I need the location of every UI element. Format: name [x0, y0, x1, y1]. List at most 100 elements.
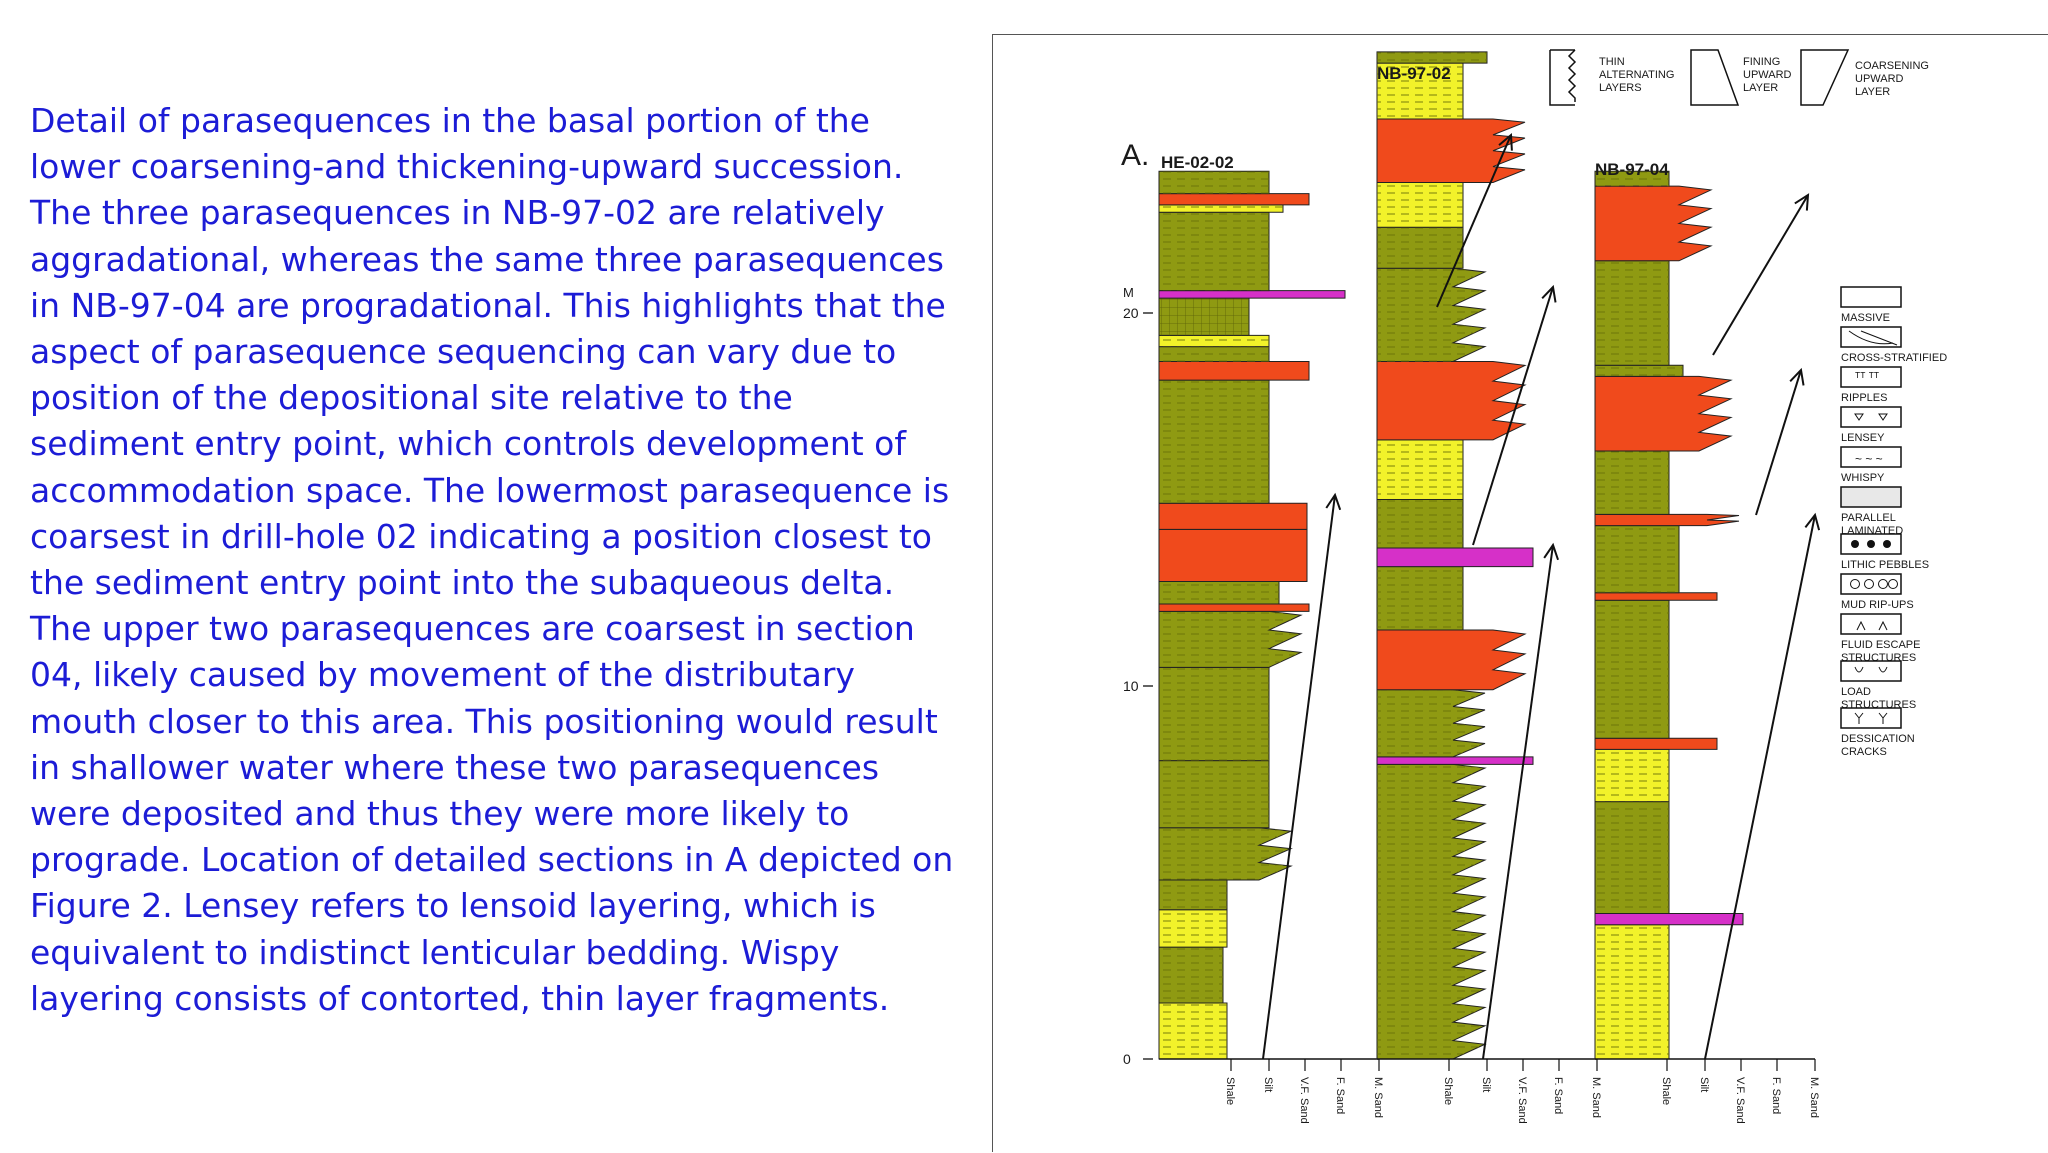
legend-label: UPWARD: [1855, 73, 1904, 85]
stratigraphic-columns-svg: Shale Silt V.F. Sand F. Sand M. Sand Shale Sil…: [1121, 49, 1947, 1124]
column-0: Shale Silt V.F. Sand F. Sand M. Sand: [1158, 170, 1384, 1124]
bed-texture: [1159, 667, 1269, 761]
caption-line: aspect of parasequence sequencing can va…: [30, 332, 897, 372]
caption-line: The upper two parasequences are coarsest…: [30, 609, 915, 649]
column-2: Shale Silt V.F. Sand F. Sand M. Sand: [1594, 170, 1820, 1124]
bed: [1376, 629, 1527, 691]
caption-line: The three parasequences in NB-97-02 are …: [30, 193, 885, 233]
bed-texture: [1595, 600, 1669, 739]
structure-legend-label: CROSS-STRATIFIED: [1841, 352, 1947, 364]
bed-texture: [1377, 182, 1463, 228]
structure-legend-label: LOAD: [1841, 686, 1871, 698]
column-1: Shale Silt V.F. Sand F. Sand M. Sand: [1376, 51, 1602, 1124]
grain-size-label: M. Sand: [1590, 1077, 1602, 1118]
structure-legend-label: MUD RIP-UPS: [1841, 599, 1914, 611]
structure-legend-label: LITHIC PEBBLES: [1841, 559, 1929, 571]
scale-tick-label: 20: [1123, 305, 1139, 321]
icon-ring: [1878, 579, 1888, 589]
caption-line: 04, likely caused by movement of the dis…: [30, 655, 855, 695]
section-label-he-02-02: HE-02-02: [1161, 153, 1234, 172]
parasequence-arrow: [1755, 369, 1802, 516]
legend-label: LAYER: [1743, 82, 1778, 94]
bed: [1594, 913, 1744, 926]
icon-ring: [1864, 579, 1874, 589]
caption-line: lower coarsening-and thickening-upward s…: [30, 147, 904, 187]
bed-texture: [1159, 212, 1269, 291]
ripples-icon: [1840, 366, 1902, 388]
parasequence-arrow: [1482, 544, 1554, 1060]
grain-size-label: F. Sand: [1334, 1077, 1346, 1114]
section-label-nb-97-04: NB-97-04: [1595, 160, 1669, 179]
caption-line: mouth closer to this area. This position…: [30, 701, 938, 741]
icon-stroke: [1854, 712, 1888, 724]
bed-texture: [1377, 268, 1485, 362]
panel-label: A.: [1121, 139, 1149, 172]
legend-label: LAYER: [1855, 86, 1890, 98]
bed: [1376, 360, 1527, 441]
legend-label: FINING: [1743, 56, 1780, 68]
load-structures-icon: [1840, 660, 1902, 682]
icon-stroke: [1848, 330, 1898, 346]
arrow-head: [1794, 193, 1810, 211]
icon-dot: [1867, 540, 1875, 548]
bed-texture: [1159, 947, 1223, 1004]
whispy-icon: [1840, 446, 1902, 468]
bed-texture: [1159, 581, 1279, 604]
grain-size-label: Silt: [1480, 1077, 1492, 1092]
bed-texture: [1159, 298, 1249, 336]
caption-line: in shallower water where these two paras…: [30, 747, 880, 787]
structure-legend-label: FLUID ESCAPE: [1841, 639, 1920, 651]
parasequence-arrow: [1472, 286, 1554, 546]
bed-texture: [1377, 764, 1485, 1059]
bed-texture: [1377, 499, 1463, 548]
icon-glyph: ~ ~ ~: [1855, 452, 1883, 466]
dessication-cracks-icon: [1840, 707, 1902, 729]
mud-rip-ups-icon: [1840, 573, 1902, 595]
scale-unit: M: [1123, 285, 1134, 300]
grain-size-label: Silt: [1698, 1077, 1710, 1092]
caption-line: sediment entry point, which controls dev…: [30, 424, 906, 464]
parasequence-arrow: [1704, 514, 1816, 1060]
caption-line: were deposited and thus they were more l…: [30, 794, 850, 834]
bed-texture: [1377, 51, 1487, 64]
icon-stroke: [1854, 413, 1888, 421]
structure-legend-label: DESSICATION: [1841, 733, 1915, 745]
arrow-head: [1543, 542, 1559, 561]
bed-texture: [1159, 827, 1291, 880]
coarsening-upward-icon: [1800, 49, 1850, 106]
arrow-head: [1804, 512, 1821, 531]
bed: [1158, 360, 1310, 381]
structure-legend-label: LENSEY: [1841, 432, 1885, 444]
parasequence-arrow: [1262, 494, 1336, 1060]
bed: [1158, 603, 1310, 612]
grain-size-label: Shale: [1442, 1077, 1454, 1105]
caption-text: Detail of parasequences in the basal por…: [30, 98, 960, 1022]
lensey-icon: [1840, 406, 1902, 428]
bed: [1376, 756, 1534, 765]
arrow-head: [1325, 492, 1342, 511]
caption-line: prograde. Location of detailed sections …: [30, 840, 954, 880]
parasequence-arrow: [1712, 194, 1809, 356]
bed: [1376, 547, 1534, 568]
structure-legend-label: WHISPY: [1841, 472, 1885, 484]
bed-texture: [1159, 335, 1269, 347]
grain-size-label: M. Sand: [1808, 1077, 1820, 1118]
grain-size-label: M. Sand: [1372, 1077, 1384, 1118]
caption-line: coarsest in drill-hole 02 indicating a p…: [30, 516, 932, 556]
bed: [1158, 528, 1308, 583]
structure-legend-label: RIPPLES: [1841, 392, 1887, 404]
grain-size-label: F. Sand: [1770, 1077, 1782, 1114]
icon-dot: [1851, 540, 1859, 548]
icon-stroke: [1856, 620, 1888, 631]
thin-alternating-icon: [1549, 49, 1577, 106]
icon-ring: [1850, 579, 1860, 589]
icon-dot: [1883, 540, 1891, 548]
bed-texture: [1159, 346, 1269, 362]
bed: [1594, 592, 1718, 601]
bed-texture: [1377, 689, 1485, 757]
icon-stroke: [1854, 666, 1888, 673]
bed-texture: [1159, 611, 1301, 668]
icon-glyph: ᵀᵀ ᵀᵀ: [1855, 370, 1879, 384]
bed-texture: [1595, 801, 1669, 914]
bed-texture: [1377, 63, 1463, 120]
